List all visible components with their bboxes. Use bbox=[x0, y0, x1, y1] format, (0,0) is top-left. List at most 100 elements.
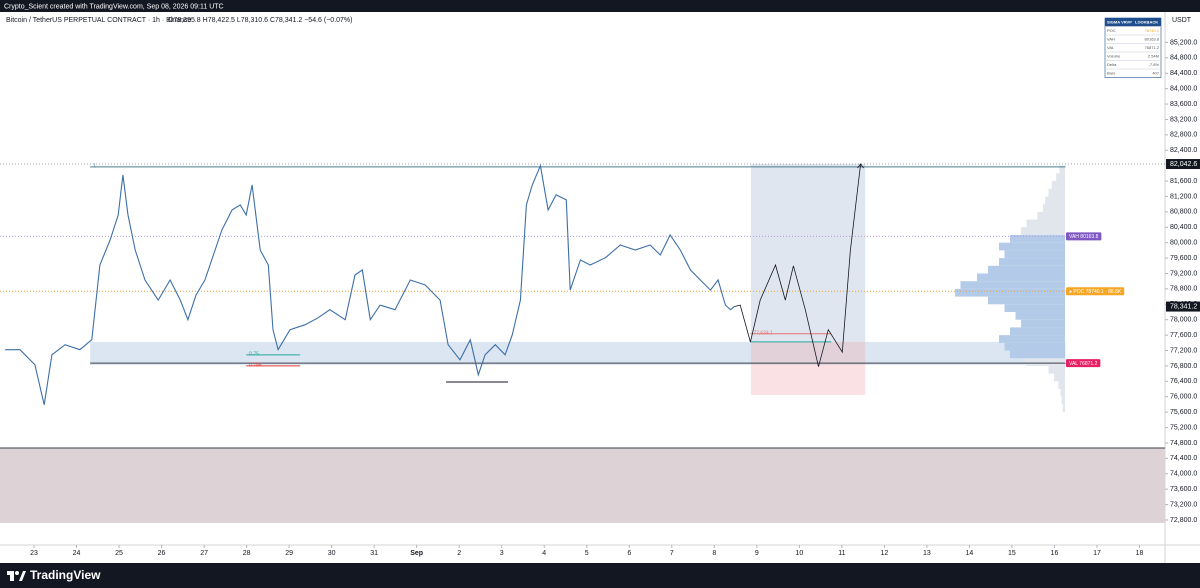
level-label: 0.786 bbox=[249, 363, 262, 369]
y-tick-label: 75,200.0 bbox=[1170, 424, 1197, 431]
x-tick-label: 30 bbox=[328, 550, 336, 557]
brand: TradingView bbox=[30, 568, 101, 582]
profile-bar bbox=[977, 273, 1065, 282]
zone bbox=[750, 341, 866, 395]
y-tick-label: 77,200.0 bbox=[1170, 347, 1197, 354]
x-tick-label: 23 bbox=[30, 550, 38, 557]
y-tick-label: 75,600.0 bbox=[1170, 409, 1197, 416]
x-tick-label: 29 bbox=[285, 550, 293, 557]
y-tick-label: 82,800.0 bbox=[1170, 132, 1197, 139]
y-tick-label: 83,600.0 bbox=[1170, 101, 1197, 108]
profile-bar bbox=[999, 242, 1065, 251]
price-label-box bbox=[1166, 159, 1200, 170]
profile-bar bbox=[1026, 358, 1065, 366]
profile-bar bbox=[1021, 227, 1065, 235]
table-cell: 2.54M bbox=[1148, 53, 1159, 58]
profile-bar bbox=[1058, 381, 1065, 390]
profile-bar bbox=[1054, 373, 1065, 382]
logo-icon bbox=[7, 571, 26, 581]
x-tick-label: 11 bbox=[838, 550, 845, 557]
price-label: 78,341.2 bbox=[1170, 303, 1197, 310]
x-tick-label: 18 bbox=[1136, 550, 1144, 557]
y-tick-label: 73,600.0 bbox=[1170, 486, 1197, 493]
table-cell: 407 bbox=[1152, 70, 1159, 75]
profile-bar bbox=[1010, 327, 1065, 336]
profile-bar bbox=[1026, 219, 1065, 228]
y-tick-label: 72,800.0 bbox=[1170, 517, 1197, 524]
y-tick-label: 79,600.0 bbox=[1170, 255, 1197, 262]
y-tick-label: 84,400.0 bbox=[1170, 70, 1197, 77]
profile-bar bbox=[1004, 304, 1065, 313]
y-tick-label: 78,000.0 bbox=[1170, 317, 1197, 324]
x-tick-label: 27 bbox=[200, 550, 208, 557]
y-tick-label: 81,200.0 bbox=[1170, 193, 1197, 200]
x-tick-label: 14 bbox=[966, 550, 974, 557]
table-cell: 76871.2 bbox=[1145, 45, 1160, 50]
x-tick-label: 13 bbox=[923, 550, 931, 557]
y-tick-label: 84,000.0 bbox=[1170, 85, 1197, 92]
y-tick-label: 84,800.0 bbox=[1170, 55, 1197, 62]
table-bg bbox=[1104, 17, 1162, 78]
y-tick-label: 76,400.0 bbox=[1170, 378, 1197, 385]
price-label-box bbox=[1166, 301, 1200, 312]
table-cell: -7.8% bbox=[1149, 62, 1160, 67]
profile-bar bbox=[1060, 389, 1065, 397]
table-cell: VAL bbox=[1107, 45, 1115, 50]
profile-bar bbox=[960, 281, 1065, 289]
footer-bar bbox=[0, 563, 1200, 588]
y-tick-label: 74,000.0 bbox=[1170, 471, 1197, 478]
level-label: 0.75 bbox=[249, 352, 259, 358]
level-label: 77,634.1 bbox=[753, 331, 773, 337]
currency: USDT bbox=[1172, 17, 1192, 24]
profile-bar bbox=[1048, 365, 1065, 374]
x-tick-label: 7 bbox=[670, 550, 674, 557]
y-tick-label: 80,400.0 bbox=[1170, 224, 1197, 231]
profile-bar bbox=[988, 265, 1065, 274]
y-tick-label: 74,400.0 bbox=[1170, 455, 1197, 462]
level-label: 1 bbox=[93, 164, 96, 170]
y-tick-label: 73,200.0 bbox=[1170, 501, 1197, 508]
profile-bar bbox=[1004, 342, 1065, 351]
x-tick-label: 25 bbox=[115, 550, 123, 557]
arrow-head bbox=[857, 163, 864, 169]
x-tick-label: 5 bbox=[585, 550, 589, 557]
tag-box bbox=[1066, 359, 1101, 368]
x-tick-label: 15 bbox=[1008, 550, 1016, 557]
profile-bar bbox=[1043, 204, 1065, 212]
x-tick-label: 9 bbox=[755, 550, 759, 557]
projection-line bbox=[734, 163, 861, 367]
tag-box bbox=[1066, 232, 1102, 241]
table-header: LOOKBACK bbox=[1135, 19, 1158, 24]
profile-bar bbox=[955, 288, 1065, 297]
profile-bar bbox=[1051, 181, 1065, 189]
table-cell: Volume bbox=[1107, 53, 1121, 58]
y-tick-label: 85,200.0 bbox=[1170, 39, 1197, 46]
table-cell: VAH bbox=[1107, 36, 1115, 41]
price-line bbox=[5, 163, 735, 405]
profile-bar bbox=[1021, 319, 1065, 328]
profile-bar bbox=[988, 296, 1065, 305]
table-cell: Bars bbox=[1107, 70, 1115, 75]
y-tick-label: 79,200.0 bbox=[1170, 270, 1197, 277]
x-tick-label: 17 bbox=[1093, 550, 1101, 557]
y-tick-label: 83,200.0 bbox=[1170, 116, 1197, 123]
x-tick-label: 10 bbox=[795, 550, 803, 557]
x-tick-label: 6 bbox=[627, 550, 631, 557]
table-cell: Delta bbox=[1107, 62, 1117, 67]
tag-label: ● POC 78740.1 · 88.8K bbox=[1069, 289, 1122, 295]
symbol: Bitcoin / TetherUS PERPETUAL CONTRACT · … bbox=[6, 17, 192, 24]
tag-label: VAL 76871.2 bbox=[1069, 361, 1098, 367]
table-header-bg bbox=[1105, 18, 1161, 27]
profile-bar bbox=[999, 258, 1065, 266]
profile-bar bbox=[1004, 250, 1065, 259]
y-tick-label: 76,000.0 bbox=[1170, 394, 1197, 401]
profile-bar bbox=[1010, 350, 1065, 359]
x-tick-label: 4 bbox=[542, 550, 546, 557]
profile-bar bbox=[1061, 396, 1065, 405]
x-tick-label: 8 bbox=[712, 550, 716, 557]
x-tick-label: 16 bbox=[1051, 550, 1059, 557]
tag-label: VAH 80163.8 bbox=[1069, 234, 1099, 240]
y-tick-label: 77,600.0 bbox=[1170, 332, 1197, 339]
x-tick-label: 26 bbox=[158, 550, 166, 557]
y-tick-label: 74,800.0 bbox=[1170, 440, 1197, 447]
